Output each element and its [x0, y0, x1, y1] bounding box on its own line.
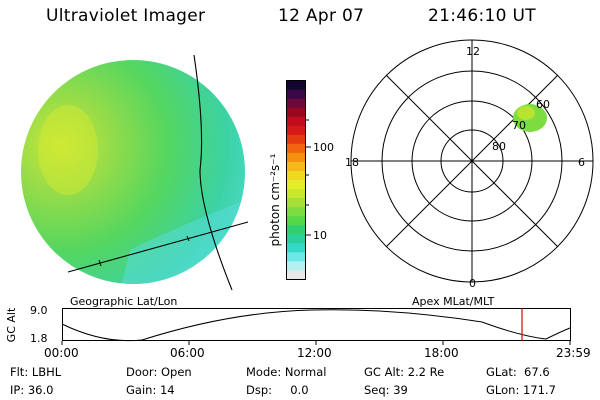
colorbar-band	[287, 143, 305, 154]
colorbar-band	[287, 98, 305, 109]
colorbar	[286, 80, 306, 280]
ip-value: IP: 36.0	[10, 383, 54, 397]
colorbar-band	[287, 243, 305, 253]
auroral-spot	[513, 104, 547, 132]
colorbar-band	[287, 189, 305, 199]
seq-value: Seq: 39	[364, 383, 408, 397]
colorbar-band	[287, 252, 305, 262]
gc-alt-axis-label: GC Alt	[5, 307, 18, 343]
dsp-value: Dsp: 0.0	[246, 383, 309, 397]
colorbar-band	[287, 207, 305, 217]
y-tick-9: 9.0	[30, 304, 48, 317]
colorbar-band	[287, 170, 305, 181]
colorbar-band	[287, 161, 305, 172]
mlat-label-60: 60	[536, 98, 550, 111]
colorbar-band	[287, 198, 305, 208]
glat-value: GLat: 67.6	[486, 365, 550, 379]
colorbar-band	[287, 80, 305, 90]
geographic-caption: Geographic Lat/Lon	[70, 295, 178, 308]
gain-value: Gain: 14	[126, 383, 175, 397]
colorbar-band	[287, 234, 305, 244]
instrument-title: Ultraviolet Imager	[46, 6, 206, 26]
mlt-label-0: 0	[469, 277, 476, 290]
mode-value: Mode: Normal	[246, 365, 327, 379]
apex-caption: Apex MLat/MLT	[412, 295, 495, 308]
door-status: Door: Open	[126, 365, 192, 379]
colorbar-band	[287, 125, 305, 136]
x-tick-1200: 12:00	[297, 346, 332, 360]
gc-alt-value: GC Alt: 2.2 Re	[364, 365, 445, 379]
observation-time: 21:46:10 UT	[428, 6, 536, 26]
colorbar-band	[287, 116, 305, 127]
colorbar-tick-100: 100	[313, 141, 334, 154]
colorbar-band	[287, 225, 305, 235]
colorbar-axis	[306, 119, 311, 236]
mlt-label-12: 12	[466, 45, 480, 58]
x-tick-0600: 06:00	[170, 346, 205, 360]
colorbar-band	[287, 180, 305, 190]
glon-value: GLon: 171.7	[486, 383, 556, 397]
colorbar-band	[287, 261, 305, 271]
x-tick-1800: 18:00	[424, 346, 459, 360]
colorbar-band	[287, 134, 305, 145]
x-tick-2359: 23:59	[556, 346, 591, 360]
filter-value: Flt: LBHL	[10, 365, 62, 379]
colorbar-tick-10: 10	[313, 229, 327, 242]
mlt-label-18: 18	[345, 156, 359, 169]
colorbar-band	[287, 89, 305, 99]
mlat-label-70: 70	[512, 119, 526, 132]
colorbar-band	[287, 216, 305, 226]
mlt-label-6: 6	[578, 156, 585, 169]
x-tick-0000: 00:00	[44, 346, 79, 360]
mlat-label-80: 80	[492, 140, 506, 153]
colorbar-band	[287, 270, 305, 280]
observation-date: 12 Apr 07	[278, 6, 365, 26]
y-tick-1-8: 1.8	[30, 332, 48, 345]
colorbar-band	[287, 107, 305, 118]
colorbar-band	[287, 152, 305, 163]
